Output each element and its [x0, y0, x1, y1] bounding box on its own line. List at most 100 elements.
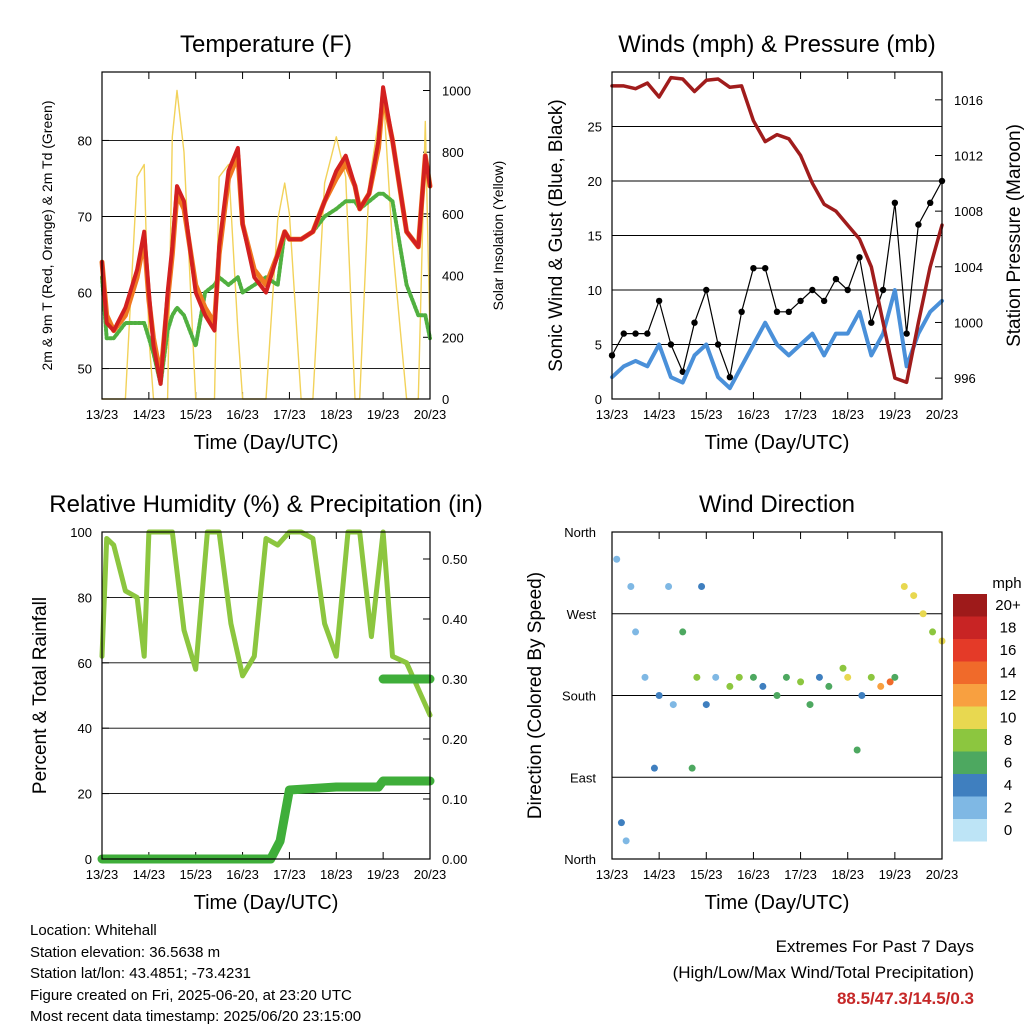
x-tick-label: 16/23: [226, 867, 259, 882]
colorbar-swatch: [953, 639, 987, 662]
direction-point: [749, 673, 757, 681]
direction-point: [782, 673, 790, 681]
y-tick-label: 40: [78, 721, 92, 736]
colorbar-swatch: [953, 796, 987, 819]
x-tick-label: 16/23: [226, 407, 259, 422]
created-text: Figure created on Fri, 2025-06-20, at 23…: [30, 986, 352, 1004]
series-rh: [99, 529, 433, 718]
direction-point: [773, 692, 781, 699]
colorbar-label: 8: [1004, 732, 1012, 749]
direction-point: [844, 673, 852, 681]
x-tick-label: 16/23: [737, 867, 770, 882]
y-tick-label: North: [564, 852, 596, 867]
y-tick-label: 20: [78, 787, 92, 802]
x-tick-label: 20/23: [926, 407, 959, 422]
y-tick-label: 0: [595, 392, 602, 407]
colorbar-label: 18: [1000, 620, 1017, 637]
y-tick-label: 80: [78, 133, 92, 148]
y2-tick-label: 0: [442, 392, 449, 407]
direction-point: [632, 628, 640, 636]
direction-point: [867, 673, 875, 681]
y2-tick-label: 0.00: [442, 852, 467, 867]
colorbar-label: 20+: [995, 597, 1021, 614]
direction-point: [698, 583, 706, 590]
y2-tick-label: 0.50: [442, 552, 467, 567]
y2-tick-label: 400: [442, 269, 464, 284]
direction-point: [825, 682, 833, 690]
x-tick-label: 19/23: [367, 867, 400, 882]
direction-point: [910, 592, 918, 600]
x-tick-label: 13/23: [596, 407, 629, 422]
colorbar-label: 6: [1004, 755, 1012, 772]
y-tick-label: 80: [78, 590, 92, 605]
x-tick-label: 14/23: [133, 867, 166, 882]
colorbar-swatch: [953, 729, 987, 752]
colorbar-swatch: [953, 706, 987, 729]
y-tick-label: 25: [588, 120, 602, 135]
y-tick-label: 0: [85, 852, 92, 867]
y-axis-label-left: Percent & Total Rainfall: [30, 597, 51, 794]
extremes-subtitle: (High/Low/Max Wind/Total Precipitation): [672, 963, 974, 982]
y-axis-label-left: 2m & 9m T (Red, Orange) & 2m Td (Green): [39, 101, 55, 371]
extremes-values: 88.5/47.3/14.5/0.3: [836, 989, 974, 1008]
y2-tick-label: 1004: [954, 260, 983, 275]
y-tick-label: 20: [588, 174, 602, 189]
colorbar-swatch: [953, 594, 987, 617]
y-tick-label: East: [570, 770, 596, 785]
latlon-text: Station lat/lon: 43.4851; -73.4231: [30, 965, 252, 982]
colorbar-swatch: [953, 684, 987, 707]
y2-tick-label: 600: [442, 207, 464, 222]
colorbar-title: mph: [992, 575, 1021, 592]
direction-point: [655, 692, 663, 699]
y2-tick-label: 0.20: [442, 732, 467, 747]
colorbar-label: 14: [1000, 665, 1017, 682]
x-tick-label: 14/23: [643, 867, 676, 882]
x-tick-label: 20/23: [414, 867, 447, 882]
x-tick-label: 17/23: [273, 407, 306, 422]
y2-tick-label: 0.40: [442, 612, 467, 627]
x-tick-label: 14/23: [133, 407, 166, 422]
y2-tick-label: 800: [442, 145, 464, 160]
direction-point: [693, 673, 701, 681]
extremes-title: Extremes For Past 7 Days: [775, 937, 974, 956]
colorbar-label: 0: [1004, 822, 1012, 839]
direction-point: [877, 682, 885, 690]
colorbar-swatch: [953, 819, 987, 842]
colorbar-label: 12: [1000, 687, 1017, 704]
x-tick-label: 19/23: [879, 407, 912, 422]
direction-point: [627, 583, 635, 590]
panel-title: Wind Direction: [699, 491, 855, 518]
direction-point: [858, 692, 866, 699]
direction-point: [712, 673, 720, 681]
y-tick-label: 60: [78, 286, 92, 301]
direction-point: [617, 819, 625, 827]
extremes-box: Extremes For Past 7 Days (High/Low/Max W…: [673, 934, 974, 1012]
x-tick-label: 15/23: [179, 407, 212, 422]
direction-point: [702, 701, 710, 709]
y2-tick-label: 1000: [954, 315, 983, 330]
panel-2: Winds (mph) & Pressure (mb) 13/23 14/23 15/…: [546, 31, 1024, 454]
plot-border: [611, 531, 943, 860]
x-tick-label: 18/23: [831, 407, 864, 422]
x-tick-label: 18/23: [320, 407, 353, 422]
x-tick-label: 15/23: [690, 407, 723, 422]
x-tick-label: 13/23: [86, 407, 119, 422]
direction-point: [853, 746, 861, 754]
y-tick-label: South: [562, 689, 596, 704]
panel-1: Temperature (F) 13/23 14/23 15/23 16/23 17/23…: [39, 31, 506, 454]
x-tick-label: 15/23: [179, 867, 212, 882]
series-pressure: [610, 75, 944, 385]
y-tick-label: West: [567, 607, 597, 622]
direction-point: [886, 678, 894, 686]
y2-tick-label: 1000: [442, 84, 471, 99]
y-tick-label: 60: [78, 656, 92, 671]
y-tick-label: 5: [595, 338, 602, 353]
y2-tick-label: 1016: [954, 93, 983, 108]
direction-point: [900, 583, 908, 590]
y2-tick-label: 200: [442, 330, 464, 345]
station-info: Location: Whitehall Station elevation: 3…: [30, 920, 361, 1028]
direction-point: [797, 678, 805, 686]
direction-point: [839, 664, 847, 672]
series-dewpoint: [100, 191, 432, 386]
